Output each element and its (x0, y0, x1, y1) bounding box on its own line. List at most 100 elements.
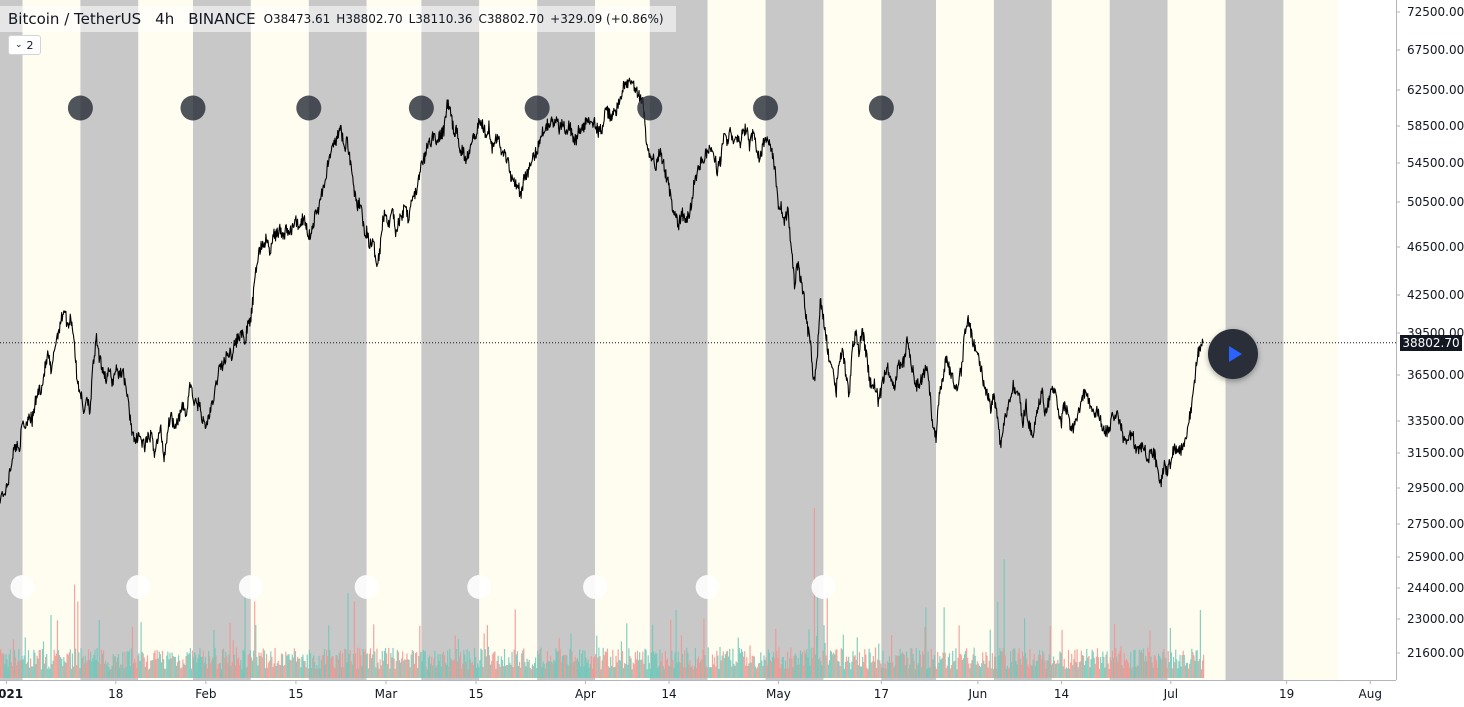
volume-bar (1083, 665, 1086, 678)
volume-bar (688, 664, 690, 678)
volume-bar (751, 655, 753, 678)
volume-bar (520, 667, 522, 678)
symbol-interval[interactable]: 4h (155, 10, 175, 28)
volume-bar (472, 665, 475, 678)
volume-bar (853, 656, 855, 678)
volume-bar (212, 657, 214, 678)
volume-bar (1068, 668, 1071, 678)
volume-bar (172, 655, 174, 678)
volume-bar (209, 655, 211, 678)
volume-bar (992, 668, 995, 678)
volume-bar (11, 666, 13, 678)
volume-bar (1023, 618, 1026, 678)
symbol-name[interactable]: Bitcoin / TetherUS (8, 10, 142, 28)
volume-bar (617, 649, 619, 678)
volume-bar (576, 658, 579, 678)
volume-bar (536, 668, 538, 678)
volume-bar (1016, 664, 1018, 678)
volume-bar (364, 649, 366, 678)
volume-bar (1045, 668, 1047, 678)
volume-bar (385, 653, 388, 678)
volume-bar (138, 653, 140, 678)
volume-bar (165, 668, 167, 678)
volume-bar (159, 654, 161, 678)
volume-bar (900, 653, 902, 678)
volume-bar (334, 668, 336, 678)
chevron-down-icon: ⌄ (15, 40, 23, 50)
volume-bar (1071, 653, 1073, 678)
volume-bar (722, 651, 724, 678)
volume-bar (990, 668, 992, 678)
volume-bar (925, 607, 927, 678)
volume-bar (953, 661, 955, 678)
volume-bar (402, 651, 404, 678)
volume-bar (690, 667, 692, 678)
volume-bar (1124, 660, 1126, 678)
volume-bar (634, 652, 636, 678)
volume-bar (783, 668, 785, 678)
symbol-legend[interactable]: Bitcoin / TetherUS 4h BINANCE O38473.61 H… (0, 6, 676, 32)
volume-bar (1195, 650, 1197, 678)
volume-bar (1072, 665, 1074, 678)
volume-bar (530, 669, 532, 678)
volume-bar (619, 660, 621, 678)
full-moon-marker-5 (583, 575, 608, 599)
indicators-toggle-button[interactable]: ⌄ 2 (8, 35, 41, 55)
x-tick-label: Mar (375, 687, 398, 701)
volume-bar (1191, 648, 1193, 678)
volume-bar (254, 601, 256, 678)
volume-bar (182, 659, 184, 678)
volume-bar (216, 668, 218, 678)
volume-bar (741, 651, 744, 678)
volume-bar (541, 667, 543, 678)
volume-bar (66, 653, 68, 678)
volume-bar (605, 652, 607, 678)
volume-bar (306, 654, 308, 678)
volume-bar (175, 665, 178, 678)
volume-bar (260, 652, 262, 678)
volume-bar (794, 653, 796, 678)
volume-bar (582, 650, 584, 678)
volume-bar (1031, 665, 1033, 678)
volume-bar (98, 619, 100, 678)
volume-bar (624, 663, 626, 678)
volume-bar (1058, 663, 1060, 678)
volume-bar (786, 651, 789, 678)
play-icon (1228, 345, 1242, 362)
volume-bar (657, 667, 659, 678)
volume-bar (718, 669, 720, 678)
volume-bar (465, 661, 467, 678)
volume-bar (493, 652, 495, 678)
volume-bar (38, 650, 40, 678)
volume-bar (1148, 651, 1150, 678)
volume-bar (12, 639, 15, 678)
volume-bar (276, 663, 278, 678)
volume-bar (951, 665, 953, 678)
volume-bar (31, 666, 33, 678)
volume-bar (897, 655, 899, 678)
volume-bar (771, 656, 774, 678)
volume-bar (33, 649, 35, 678)
volume-bar (588, 668, 590, 678)
volume-bar (189, 648, 191, 678)
volume-bar (160, 662, 163, 678)
volume-bar (50, 615, 52, 678)
band-0 (0, 0, 23, 680)
volume-bar (437, 653, 439, 678)
volume-bar (810, 647, 812, 678)
volume-bar (291, 654, 293, 678)
volume-bar (573, 661, 575, 678)
volume-bar (702, 649, 704, 678)
volume-bar (171, 652, 173, 678)
time-axis-panel (0, 680, 1464, 707)
volume-bar (797, 657, 799, 678)
volume-bar (1033, 654, 1035, 678)
y-tick-label: 50500.00 (1407, 195, 1464, 209)
volume-bar (1051, 663, 1054, 678)
volume-bar (410, 654, 412, 678)
volume-bar (611, 665, 613, 678)
replay-play-button[interactable] (1208, 328, 1258, 379)
volume-bar (394, 668, 396, 678)
